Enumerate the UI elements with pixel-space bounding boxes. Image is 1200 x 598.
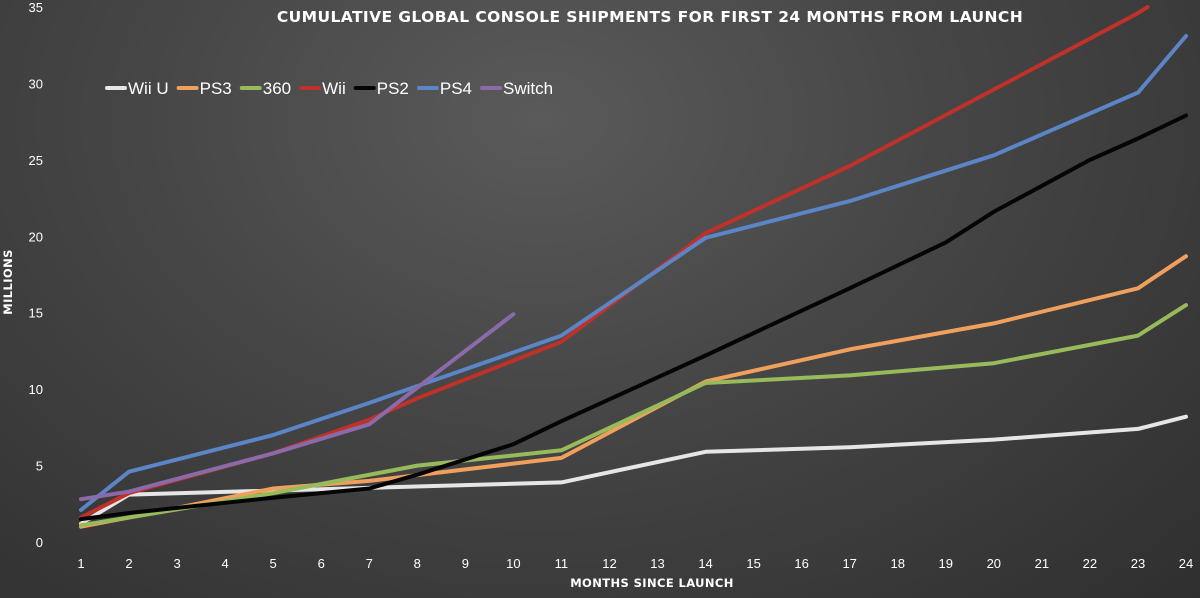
x-tick-label: 2 (125, 556, 132, 571)
x-tick-label: 7 (366, 556, 373, 571)
x-tick-label: 22 (1083, 556, 1097, 571)
x-tick-label: 19 (939, 556, 953, 571)
x-tick-label: 13 (650, 556, 664, 571)
series-line-ps4 (79, 34, 1188, 512)
y-axis-ticks: 0 5 10 15 20 25 30 35 (29, 0, 43, 550)
legend: Wii U PS3 360 Wii PS2 PS4 Switch (105, 79, 553, 98)
x-tick-label: 4 (222, 556, 229, 571)
x-tick-label: 1 (77, 556, 84, 571)
x-tick-label: 6 (318, 556, 325, 571)
x-tick-label: 20 (987, 556, 1001, 571)
x-tick-label: 12 (602, 556, 616, 571)
chart-title: CUMULATIVE GLOBAL CONSOLE SHIPMENTS FOR … (277, 8, 1023, 26)
x-axis-ticks: 1 2 3 4 5 6 7 8 9 10 11 12 13 14 15 16 17 18 19 20 21 22 23 24 (77, 556, 1193, 571)
legend-label-ps2: PS2 (377, 79, 409, 98)
x-tick-label: 3 (173, 556, 180, 571)
x-tick-label: 9 (462, 556, 469, 571)
x-tick-label: 23 (1131, 556, 1145, 571)
series-line-ps2 (79, 113, 1188, 522)
y-tick-label: 15 (29, 306, 43, 321)
x-tick-label: 17 (842, 556, 856, 571)
series-lines (79, 5, 1188, 529)
y-tick-label: 0 (36, 535, 43, 550)
y-tick-label: 20 (29, 229, 43, 244)
x-tick-label: 21 (1035, 556, 1049, 571)
x-tick-label: 10 (506, 556, 520, 571)
legend-label-ps4: PS4 (440, 79, 472, 98)
legend-label-wii: Wii (322, 79, 346, 98)
legend-label-wii-u: Wii U (128, 79, 169, 98)
x-tick-label: 5 (270, 556, 277, 571)
y-tick-label: 5 (36, 459, 43, 474)
x-tick-label: 24 (1179, 556, 1193, 571)
y-tick-label: 10 (29, 382, 43, 397)
y-tick-label: 25 (29, 153, 43, 168)
x-tick-label: 16 (794, 556, 808, 571)
x-tick-label: 8 (414, 556, 421, 571)
x-tick-label: 15 (746, 556, 760, 571)
legend-label-ps3: PS3 (200, 79, 232, 98)
legend-label-360: 360 (263, 79, 291, 98)
x-axis-title: MONTHS SINCE LAUNCH (570, 576, 734, 590)
series-line-switch (79, 312, 516, 502)
legend-label-switch: Switch (503, 79, 553, 98)
x-tick-label: 11 (555, 556, 569, 571)
y-tick-label: 30 (29, 76, 43, 91)
series-line-wii-u (79, 414, 1188, 526)
x-tick-label: 14 (698, 556, 712, 571)
y-axis-title: MILLIONS (1, 249, 15, 315)
y-tick-label: 35 (29, 0, 43, 15)
x-tick-label: 18 (891, 556, 905, 571)
series-line-ps3 (79, 254, 1188, 529)
